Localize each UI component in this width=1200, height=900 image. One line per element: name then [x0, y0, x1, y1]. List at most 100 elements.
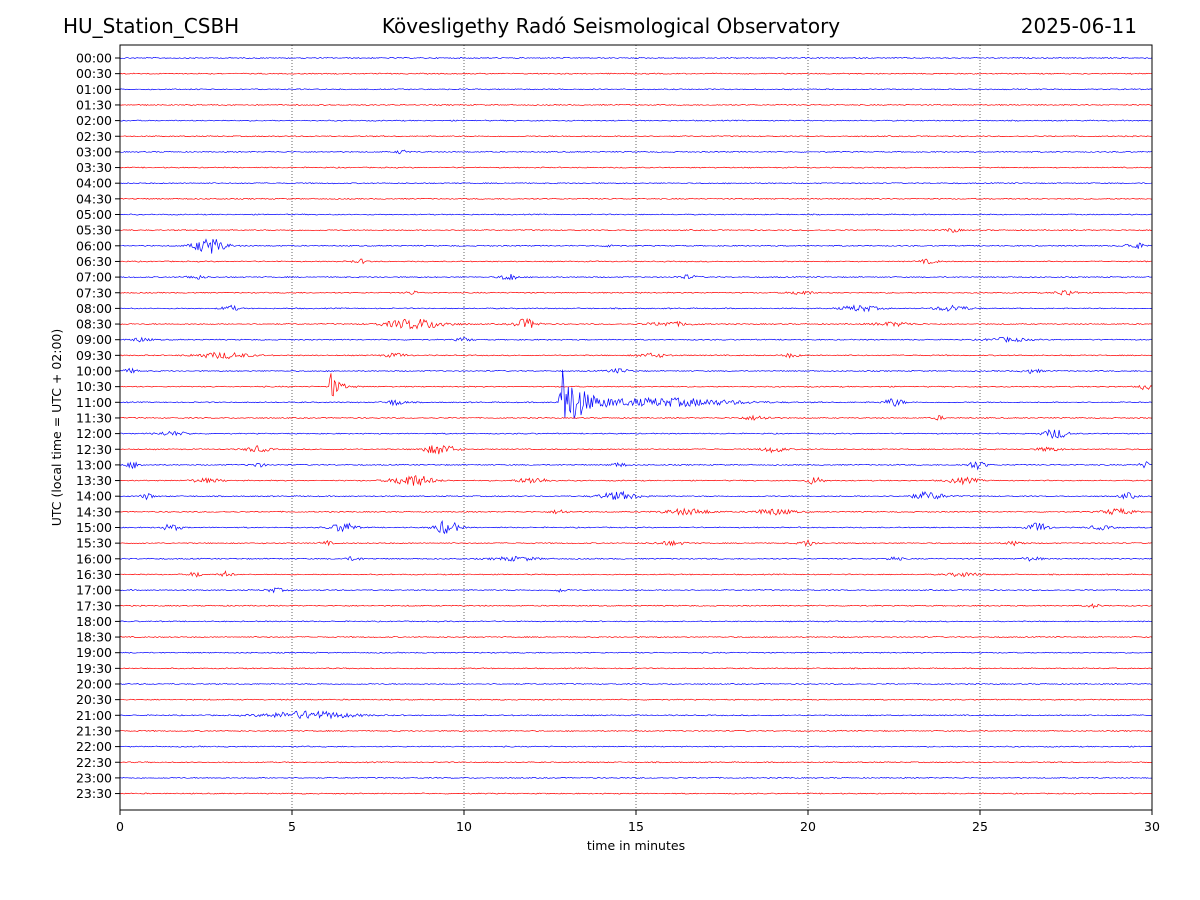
trace-line [119, 373, 1153, 397]
trace-line [119, 135, 1153, 138]
y-tick-label: 05:30 [76, 223, 112, 238]
trace-line [119, 651, 1153, 654]
trace-line [120, 238, 1153, 254]
trace-line [119, 213, 1153, 216]
y-tick-label: 13:30 [76, 473, 112, 488]
y-tick-label: 08:00 [76, 301, 112, 316]
x-tick-label: 25 [972, 819, 988, 834]
y-tick-label: 15:00 [76, 520, 112, 535]
y-tick-label: 15:30 [76, 536, 112, 551]
x-tick-label: 15 [628, 819, 644, 834]
trace-line [119, 519, 1153, 535]
trace-line [119, 274, 1153, 281]
x-tick-labels: 0 5 10 15 20 25 30 [116, 810, 1160, 834]
x-tick-label: 5 [288, 819, 296, 834]
trace-line [119, 603, 1152, 609]
trace-line [119, 445, 1153, 455]
trace-line [119, 461, 1153, 471]
trace-line [119, 119, 1153, 122]
y-tick-label: 08:30 [76, 317, 112, 332]
y-tick-label: 03:30 [76, 160, 112, 175]
trace-line [119, 792, 1153, 795]
trace-line [119, 507, 1153, 516]
y-tick-label: 09:30 [76, 348, 112, 363]
y-tick-label: 22:30 [76, 755, 112, 770]
trace-line [119, 88, 1153, 91]
y-tick-label: 21:00 [76, 708, 112, 723]
trace-line [119, 103, 1153, 107]
y-tick-labels: 00:0000:3001:0001:3002:0002:3003:0003:30… [76, 51, 120, 801]
trace-line [119, 710, 1153, 720]
trace-line [119, 587, 1153, 594]
y-tick-label: 02:00 [76, 113, 112, 128]
y-tick-label: 17:30 [76, 598, 112, 613]
y-tick-label: 10:00 [76, 364, 112, 379]
x-tick-label: 30 [1144, 819, 1160, 834]
trace-line [119, 474, 1153, 486]
trace-line [119, 698, 1153, 701]
y-tick-label: 01:30 [76, 97, 112, 112]
y-tick-label: 06:30 [76, 254, 112, 269]
x-tick-label: 20 [800, 819, 816, 834]
y-tick-label: 11:30 [76, 410, 112, 425]
y-tick-label: 16:00 [76, 551, 112, 566]
y-tick-label: 17:00 [76, 583, 112, 598]
x-axis-title: time in minutes [587, 838, 685, 853]
trace-line [119, 304, 1153, 313]
y-tick-label: 20:00 [76, 677, 112, 692]
trace-line [119, 228, 1153, 233]
y-tick-label: 00:30 [76, 66, 112, 81]
trace-line [119, 667, 1153, 670]
y-tick-label: 04:00 [76, 176, 112, 191]
observatory-title: Kövesligethy Radó Seismological Observat… [381, 14, 841, 38]
trace-line [119, 761, 1153, 764]
trace-line [119, 555, 1152, 562]
y-tick-label: 13:00 [76, 457, 112, 472]
grid-lines [291, 45, 981, 810]
trace-line [120, 570, 1153, 578]
trace-line [119, 620, 1153, 623]
trace-line [119, 290, 1153, 296]
y-tick-label: 06:00 [76, 238, 112, 253]
y-tick-label: 18:30 [76, 630, 112, 645]
trace-line [119, 56, 1153, 60]
trace-line [119, 72, 1153, 75]
y-tick-label: 20:30 [76, 692, 112, 707]
y-tick-label: 02:30 [76, 129, 112, 144]
y-tick-label: 00:00 [76, 51, 112, 66]
trace-line [119, 369, 1153, 419]
y-tick-label: 21:30 [76, 723, 112, 738]
trace-line [119, 682, 1153, 686]
trace-line [119, 428, 1153, 440]
y-tick-label: 11:00 [76, 395, 112, 410]
trace-line [119, 197, 1153, 200]
y-tick-label: 19:30 [76, 661, 112, 676]
trace-line [119, 149, 1153, 155]
trace-lines [119, 56, 1153, 795]
y-tick-label: 05:00 [76, 207, 112, 222]
trace-line [119, 635, 1153, 639]
y-tick-label: 12:30 [76, 442, 112, 457]
trace-line [119, 539, 1153, 547]
trace-line [119, 182, 1153, 185]
trace-line [119, 317, 1153, 330]
y-tick-label: 16:30 [76, 567, 112, 582]
trace-line [119, 414, 1153, 421]
trace-line [119, 729, 1153, 733]
trace-line [119, 258, 1152, 265]
y-tick-label: 07:00 [76, 270, 112, 285]
y-tick-label: 03:00 [76, 144, 112, 159]
date-title: 2025-06-11 [1020, 14, 1137, 38]
station-title: HU_Station_CSBH [63, 14, 240, 38]
y-tick-label: 01:00 [76, 82, 112, 97]
x-tick-label: 0 [116, 819, 124, 834]
trace-line [119, 490, 1153, 501]
y-tick-label: 14:00 [76, 489, 112, 504]
trace-line [119, 367, 1152, 374]
y-tick-label: 22:00 [76, 739, 112, 754]
y-tick-label: 23:00 [76, 770, 112, 785]
trace-line [119, 166, 1152, 169]
trace-line [119, 776, 1152, 779]
y-tick-label: 18:00 [76, 614, 112, 629]
